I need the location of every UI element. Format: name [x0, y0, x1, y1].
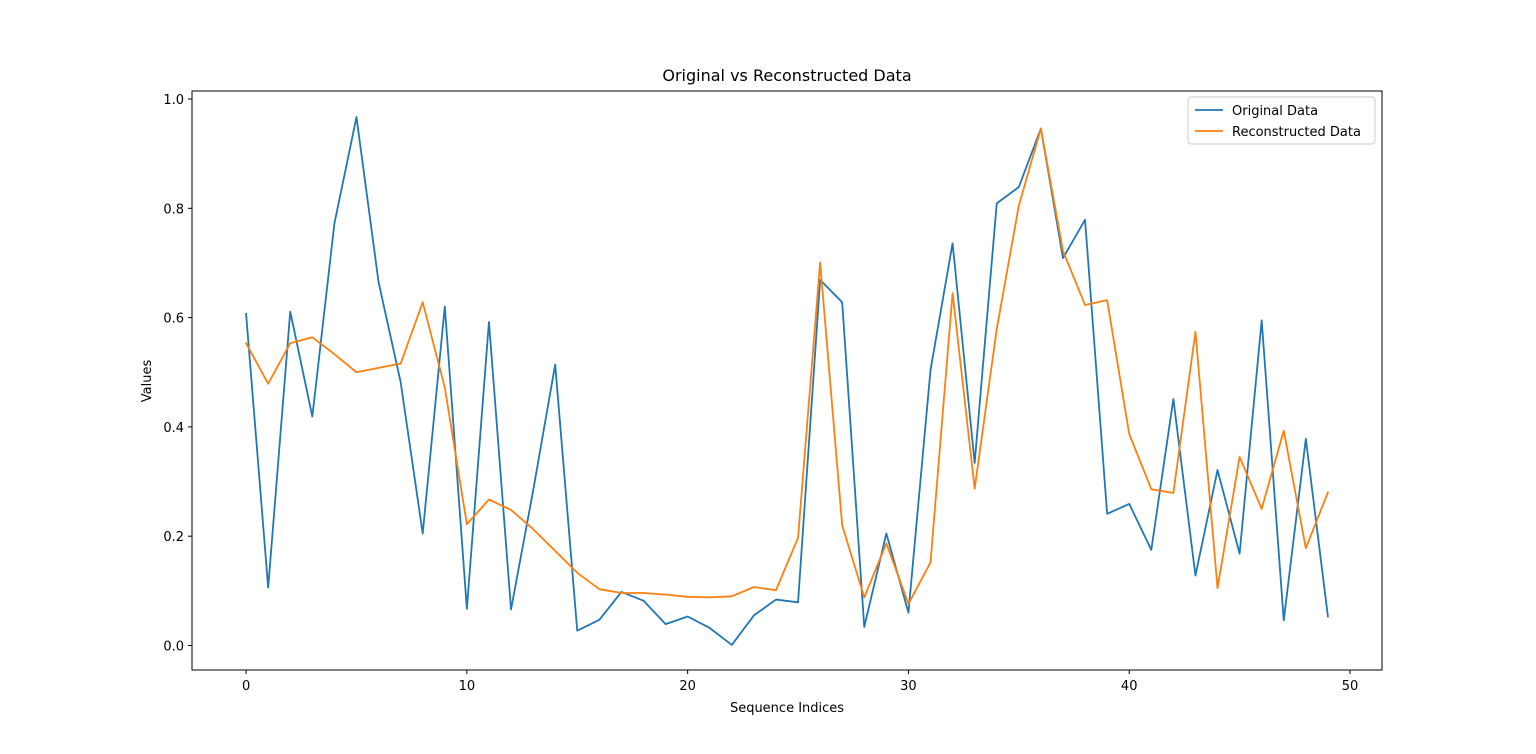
x-tick-label: 30 — [900, 679, 917, 694]
x-tick-label: 10 — [459, 679, 476, 694]
x-tick-label: 40 — [1121, 679, 1138, 694]
series-lines — [244, 116, 1330, 646]
y-tick-label: 0.6 — [163, 312, 184, 327]
x-tick-label: 20 — [679, 679, 696, 694]
y-axis-ticks: 0.0 0.2 0.4 0.6 0.8 1.0 — [163, 93, 192, 654]
legend-label: Reconstructed Data — [1232, 125, 1361, 140]
y-axis-label: Values — [140, 360, 155, 403]
x-axis-label: Sequence Indices — [730, 701, 844, 716]
legend: Original Data Reconstructed Data — [1187, 96, 1376, 145]
x-tick-label: 50 — [1342, 679, 1359, 694]
series-line-reconstructed — [244, 127, 1330, 605]
series-line-original — [245, 116, 1329, 646]
x-tick-label: 0 — [242, 679, 250, 694]
plot-area — [191, 90, 1383, 671]
y-tick-label: 0.2 — [163, 530, 184, 545]
y-tick-label: 0.0 — [163, 639, 184, 654]
legend-box — [1187, 96, 1376, 145]
legend-label: Original Data — [1232, 104, 1318, 119]
axes-frame — [191, 90, 1383, 671]
x-axis-ticks: 0 10 20 30 40 50 — [242, 670, 1358, 694]
y-tick-label: 0.8 — [163, 202, 184, 217]
chart-title: Original vs Reconstructed Data — [662, 66, 911, 85]
y-tick-label: 0.4 — [163, 421, 184, 436]
y-tick-label: 1.0 — [163, 93, 184, 108]
